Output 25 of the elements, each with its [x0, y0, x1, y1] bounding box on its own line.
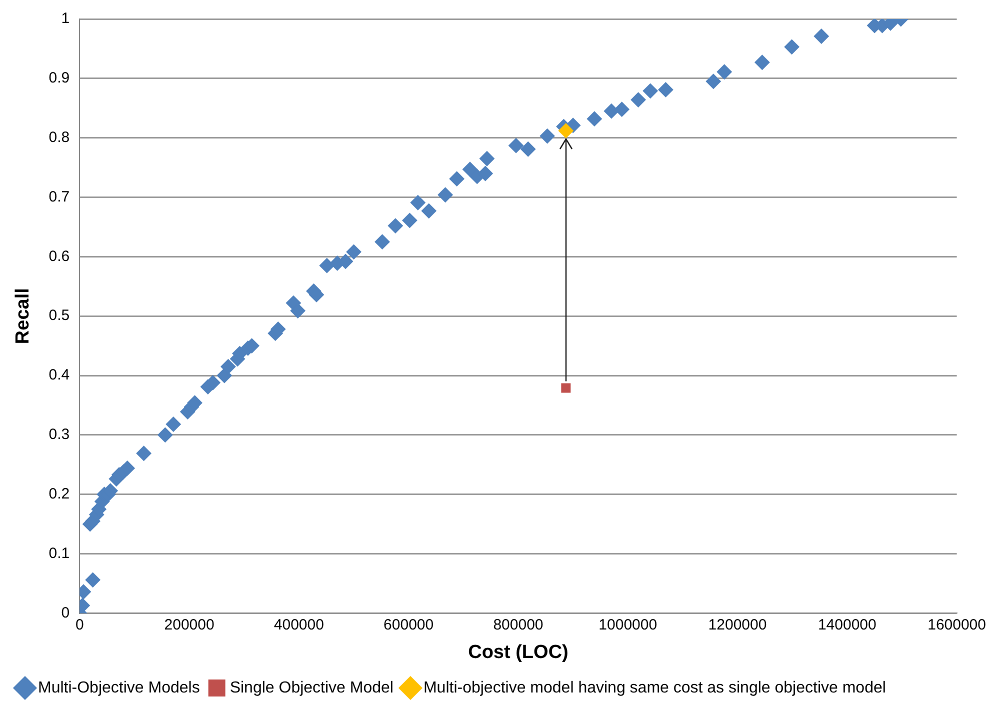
- x-tick-label: 0: [75, 616, 84, 634]
- y-tick-label: 0.9: [48, 70, 70, 87]
- y-tick-label: 1: [61, 10, 70, 28]
- x-tick-label: 600000: [384, 616, 434, 634]
- y-tick-label: 0.7: [48, 188, 70, 206]
- y-tick-label: 0.8: [48, 128, 70, 146]
- legend-label: Multi-Objective Models: [38, 679, 200, 696]
- y-tick-label: 0.2: [48, 486, 70, 502]
- legend-label: Single Objective Model: [230, 679, 394, 696]
- y-tick-label: 0: [61, 604, 70, 622]
- y-tick-label: 0.1: [48, 544, 70, 562]
- x-tick-label: 1600000: [928, 616, 986, 634]
- y-axis-title: Recall: [12, 288, 34, 344]
- x-tick-label: 800000: [493, 616, 544, 634]
- x-axis-title: Cost (LOC): [468, 642, 568, 663]
- x-tick-label: 200000: [164, 616, 214, 634]
- y-tick-label: 0.6: [48, 248, 70, 265]
- y-tick-label: 0.5: [48, 307, 70, 324]
- legend-label: Multi-objective model having same cost as single objective model: [423, 679, 886, 696]
- x-tick-label: 1400000: [818, 616, 876, 634]
- x-tick-label: 1000000: [598, 616, 658, 634]
- y-tick-label: 0.3: [48, 426, 70, 444]
- x-tick-label: 400000: [274, 616, 324, 634]
- x-tick-label: 1200000: [708, 616, 767, 634]
- y-tick-label: 0.4: [48, 366, 70, 384]
